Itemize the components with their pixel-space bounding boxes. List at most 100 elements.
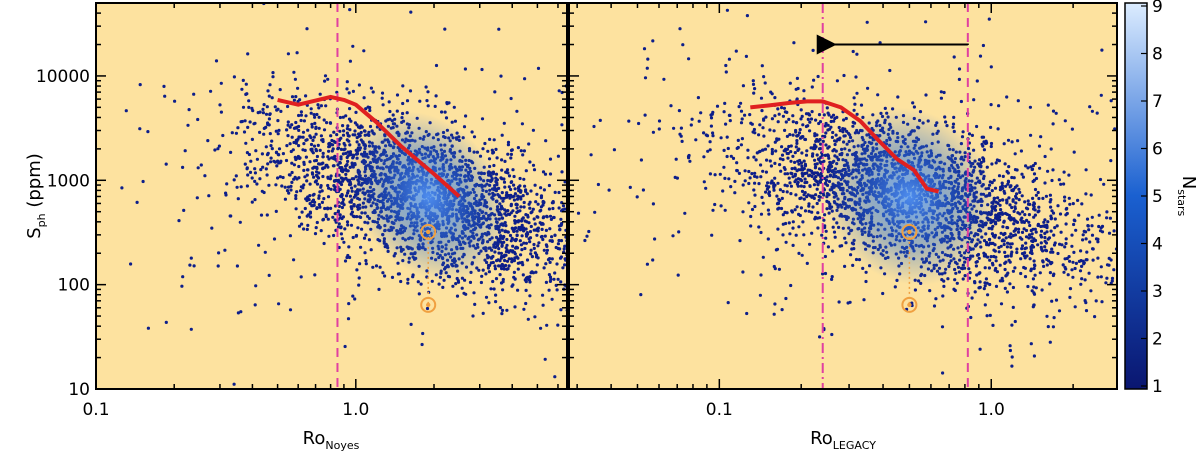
scatter-point [864,279,868,284]
scatter-point [420,342,424,347]
scatter-point [304,114,308,118]
scatter-point [304,138,308,142]
scatter-point [512,174,516,179]
scatter-point [273,105,277,109]
scatter-point [743,169,747,173]
scatter-point [378,265,382,269]
scatter-point [1053,241,1057,245]
scatter-point [536,244,540,248]
scatter-point [323,74,328,78]
scatter-point [596,182,601,187]
scatter-point [534,200,538,204]
scatter-point [491,279,495,284]
scatter-point [247,105,251,109]
scatter-point [1023,251,1027,255]
scatter-point [1044,194,1048,198]
scatter-point [285,189,290,193]
scatter-point [535,263,539,267]
scatter-point [207,194,211,198]
scatter-point [544,280,549,284]
scatter-point [1081,238,1085,242]
scatter-point [651,202,656,206]
scatter-point [1189,251,1192,254]
scatter-point [303,175,307,179]
scatter-point [242,130,247,134]
scatter-point [832,119,836,123]
scatter-point [308,202,312,206]
scatter-point [288,125,292,129]
scatter-point [819,191,823,195]
scatter-point [924,93,928,97]
scatter-point [507,257,511,261]
scatter-point [963,274,967,278]
scatter-point [813,162,817,166]
scatter-point [687,57,691,61]
scatter-point [268,112,272,116]
scatter-point [749,224,753,228]
scatter-point [541,293,545,297]
scatter-point [511,244,515,248]
scatter-point [558,228,562,232]
scatter-point [542,188,547,192]
scatter-point [359,245,363,249]
scatter-point [290,161,294,165]
scatter-point [815,153,819,157]
scatter-point [514,239,518,243]
scatter-point [520,248,524,252]
scatter-point [983,266,987,270]
scatter-point [278,88,282,92]
scatter-point [313,115,317,119]
scatter-point [558,247,562,251]
scatter-point [548,227,552,231]
scatter-point [292,163,296,167]
scatter-point [189,327,193,331]
scatter-point [1160,231,1163,234]
scatter-point [1049,198,1053,202]
scatter-point [243,162,247,166]
scatter-point [789,144,793,148]
scatter-point [364,262,368,266]
scatter-point [813,158,817,162]
scatter-point [520,217,524,221]
scatter-point [816,183,820,187]
scatter-point [842,118,846,122]
scatter-point [221,133,225,138]
scatter-point [560,222,564,226]
scatter-point [770,117,775,121]
scatter-point [511,168,515,172]
scatter-point [533,315,537,319]
scatter-point [702,180,706,184]
scatter-point [817,167,822,171]
scatter-point [337,204,341,208]
scatter-point [1029,267,1033,271]
scatter-point [1113,127,1117,131]
scatter-point [248,170,253,174]
scatter-point [271,75,275,79]
scatter-point [702,155,706,159]
scatter-point [367,238,371,242]
scatter-point [177,219,181,223]
scatter-point [1022,227,1026,231]
scatter-point [697,119,701,123]
scatter-point [500,168,504,172]
scatter-point [294,95,298,99]
scatter-point [262,190,266,195]
scatter-point [525,192,529,196]
scatter-point [531,207,535,211]
scatter-point [164,162,168,166]
scatter-point [312,113,316,117]
scatter-point [662,77,666,81]
scatter-point [528,206,532,210]
scatter-point [757,133,761,137]
scatter-point [302,142,306,146]
scatter-point [1090,224,1094,228]
scatter-point [297,224,302,228]
scatter-point [598,118,602,122]
scatter-point [784,240,788,244]
scatter-point [519,190,523,194]
scatter-point [487,301,491,305]
scatter-point [752,188,756,192]
scatter-point [219,110,223,114]
scatter-point [267,94,271,98]
scatter-point [343,143,347,147]
